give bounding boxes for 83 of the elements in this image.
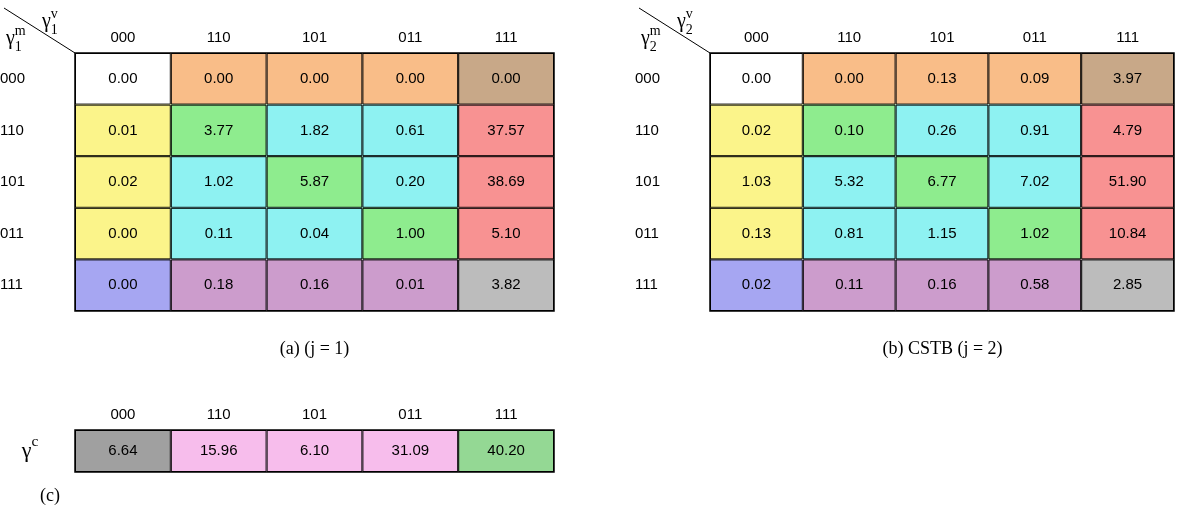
data-label: 0.13 xyxy=(927,68,957,86)
data-label: 37.57 xyxy=(487,120,525,138)
data-label: 5.10 xyxy=(491,223,521,241)
data-label: 5.87 xyxy=(299,172,330,190)
data-label: 0.00 xyxy=(299,68,330,86)
data-label: 0.01 xyxy=(395,275,425,293)
data-label: 0.00 xyxy=(395,68,425,86)
data-label: 0.02 xyxy=(741,275,771,293)
x-tick-label: 000 xyxy=(743,28,769,46)
data-label: 0.91 xyxy=(1020,120,1050,138)
x-tick-label: 111 xyxy=(1116,28,1140,46)
data-label: 1.00 xyxy=(395,223,425,241)
data-label: 0.26 xyxy=(927,120,957,138)
x-tick-label: 101 xyxy=(301,28,328,46)
data-label: 0.11 xyxy=(835,275,864,293)
data-label: 51.90 xyxy=(1108,172,1147,190)
data-label: 0.00 xyxy=(491,68,521,86)
data-label: 0.00 xyxy=(108,223,138,241)
data-label: 0.11 xyxy=(204,223,233,241)
data-label: 0.16 xyxy=(927,275,957,293)
data-label: 0.81 xyxy=(834,223,864,241)
text: (b) CSTB (j = 2) xyxy=(881,338,1004,359)
x-tick-label: 101 xyxy=(929,28,955,46)
data-label: 0.00 xyxy=(834,68,864,86)
data-label: 6.77 xyxy=(927,172,957,190)
data-label: 0.01 xyxy=(108,120,138,138)
y-tick-label: 011 xyxy=(0,223,24,241)
y-tick-label: 101 xyxy=(635,172,661,190)
data-label: 0.61 xyxy=(395,120,425,138)
x-tick-label: 111 xyxy=(494,405,518,423)
x-tick-label: 000 xyxy=(110,28,136,46)
data-label: 6.64 xyxy=(108,441,138,459)
data-label: 1.02 xyxy=(1020,223,1050,241)
data-label: 3.77 xyxy=(204,120,234,138)
x-tick-label: 011 xyxy=(398,28,423,46)
data-label: 4.79 xyxy=(1113,120,1143,138)
x-tick-label: 011 xyxy=(1022,28,1047,46)
data-label: 0.13 xyxy=(741,223,771,241)
data-label: 0.02 xyxy=(741,120,771,138)
data-label: 0.00 xyxy=(108,275,138,293)
data-label: 5.32 xyxy=(834,172,864,190)
data-label: 0.00 xyxy=(108,68,138,86)
x-tick-label: 110 xyxy=(206,28,231,46)
data-label: 3.97 xyxy=(1113,68,1143,86)
data-label: 0.20 xyxy=(395,172,425,190)
y-tick-label: 000 xyxy=(0,68,26,86)
data-label: 0.00 xyxy=(741,68,771,86)
data-label: 31.09 xyxy=(391,441,430,459)
data-label: 15.96 xyxy=(199,441,238,459)
data-label: 0.00 xyxy=(204,68,234,86)
data-label: 7.02 xyxy=(1020,172,1050,190)
data-label: 10.84 xyxy=(1108,223,1147,241)
data-label: 0.10 xyxy=(834,120,864,138)
data-label: 0.09 xyxy=(1020,68,1050,86)
y-tick-label: 110 xyxy=(635,120,659,138)
x-tick-label: 101 xyxy=(301,405,328,423)
x-tick-label: 110 xyxy=(206,405,231,423)
x-tick-label: 110 xyxy=(837,28,862,46)
data-label: 2.85 xyxy=(1113,275,1143,293)
data-label: 1.15 xyxy=(927,223,957,241)
data-label: 1.02 xyxy=(204,172,234,190)
y-tick-label: 111 xyxy=(635,275,658,293)
y-tick-label: 000 xyxy=(635,68,661,86)
data-label: 0.16 xyxy=(299,275,330,293)
text: (a) (j = 1) xyxy=(278,338,351,359)
y-tick-label: 011 xyxy=(635,223,659,241)
data-label: 1.82 xyxy=(299,120,330,138)
data-label: 0.58 xyxy=(1020,275,1050,293)
data-label: 0.18 xyxy=(204,275,234,293)
data-label: 6.10 xyxy=(299,441,330,459)
y-tick-label: 111 xyxy=(0,275,23,293)
data-label: 0.04 xyxy=(299,223,330,241)
data-label: 38.69 xyxy=(487,172,525,190)
text: (c) xyxy=(40,485,60,506)
data-label: 0.02 xyxy=(108,172,138,190)
data-label: 1.03 xyxy=(741,172,771,190)
x-tick-label: 000 xyxy=(110,405,136,423)
data-label: 3.82 xyxy=(491,275,521,293)
y-tick-label: 110 xyxy=(0,120,24,138)
x-tick-label: 011 xyxy=(398,405,423,423)
x-tick-label: 111 xyxy=(494,28,518,46)
data-label: 40.20 xyxy=(487,441,525,459)
y-tick-label: 101 xyxy=(0,172,26,190)
